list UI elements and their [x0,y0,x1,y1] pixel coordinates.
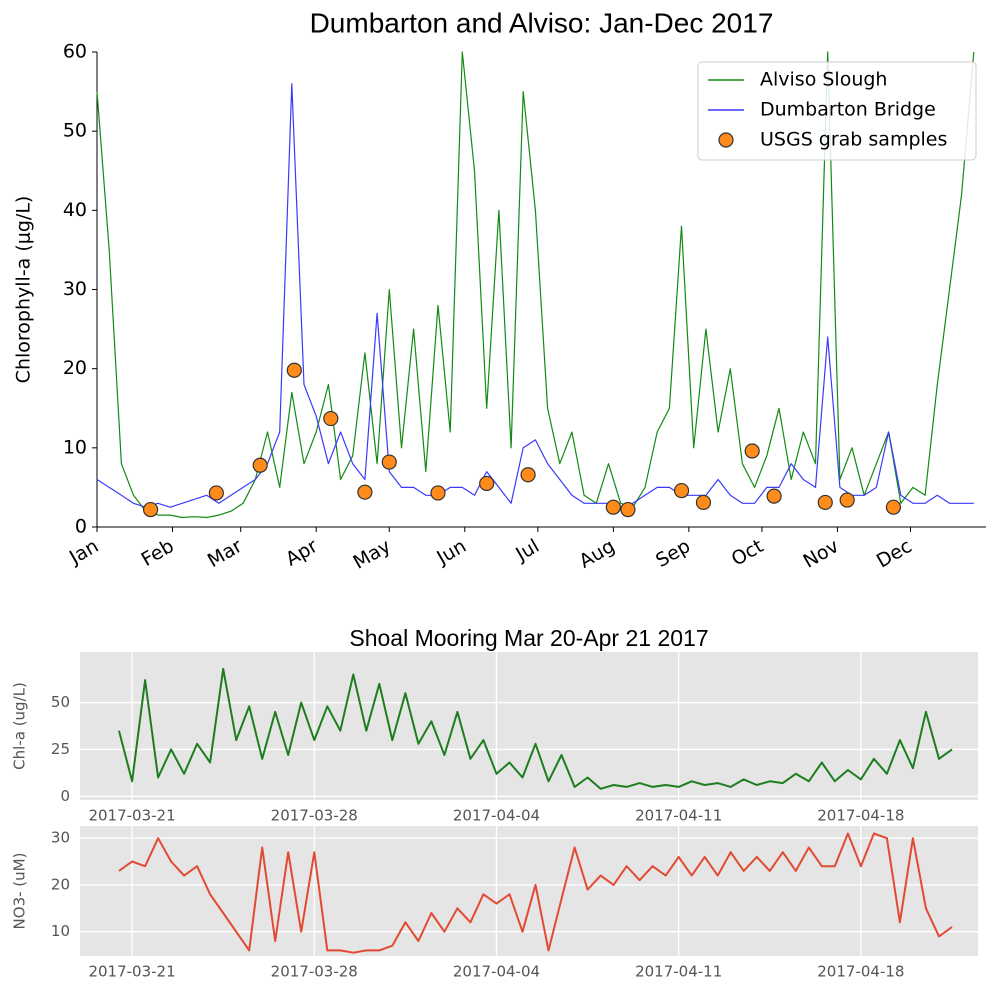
x-tick-label: Jan [65,535,102,569]
x-tick-label: 2017-04-18 [817,807,904,825]
data-line [96,83,974,508]
x-tick-label: Dec [873,535,916,572]
y-tick-label: 20 [51,875,70,893]
y-tick-label: 50 [51,693,70,711]
y-tick-label: 10 [51,922,70,940]
x-tick-label: 2017-04-18 [817,963,904,981]
x-tick-label: May [350,535,395,574]
plot-background [80,652,978,800]
y-tick-label: 0 [75,516,87,538]
data-point [839,492,855,508]
plot-background [80,826,978,956]
x-tick-label: 2017-03-21 [88,807,175,825]
y-tick-label: 40 [63,199,87,221]
data-point [885,499,902,515]
x-tick-label: 2017-04-04 [453,963,540,981]
y-tick-label: 60 [63,41,87,63]
x-tick-label: 2017-03-28 [271,963,358,981]
data-point [357,484,373,500]
x-tick-label: 2017-04-11 [635,807,722,825]
legend-box [697,61,977,161]
legend-label: Alviso Slough [760,69,887,91]
data-line [118,832,953,954]
x-tick-label: Jun [432,535,470,569]
x-tick-label: 2017-04-04 [453,807,540,825]
x-tick-label: 2017-03-21 [88,963,175,981]
data-point [744,443,760,459]
y-axis-label: Chl-a (ug/L) [11,682,29,770]
data-point [520,467,536,483]
y-axis-label: Chlorophyll-a (μg/L) [13,196,35,384]
data-point [381,454,397,470]
legend-marker [718,132,734,148]
y-tick-label: 50 [63,120,87,142]
data-point [673,482,690,499]
x-tick-label: Jul [511,535,543,566]
data-point [142,501,159,518]
x-tick-label: Apr [282,535,322,571]
legend-label: USGS grab samples [760,129,947,151]
data-point [252,457,268,473]
y-tick-label: 10 [63,436,87,458]
data-point [766,488,782,504]
data-point [620,501,636,518]
x-tick-label: 2017-03-28 [271,807,358,825]
y-tick-label: 0 [60,787,70,805]
data-point [605,499,621,515]
chart-title: Dumbarton and Alviso: Jan-Dec 2017 [310,7,774,38]
data-point [323,410,339,427]
x-tick-label: Oct [728,535,767,570]
x-tick-label: 2017-04-11 [635,963,722,981]
data-line [118,667,953,790]
legend-label: Dumbarton Bridge [760,99,936,121]
y-axis-label: NO3- (uM) [11,853,29,930]
y-tick-label: 30 [51,829,70,847]
data-line [96,51,975,519]
y-tick-label: 20 [63,357,87,379]
x-tick-label: Feb [138,535,178,571]
data-point [208,485,224,501]
data-point [479,475,495,492]
x-tick-label: Nov [800,535,843,573]
data-point [817,494,833,511]
y-tick-label: 25 [51,740,70,758]
data-point [695,494,712,511]
y-tick-label: 30 [63,278,87,300]
data-point [286,362,302,378]
x-tick-label: Aug [575,535,618,573]
x-tick-label: Sep [652,535,694,572]
x-tick-label: Mar [204,535,246,572]
data-point [430,485,446,501]
chart-title: Shoal Mooring Mar 20-Apr 21 2017 [349,625,708,651]
